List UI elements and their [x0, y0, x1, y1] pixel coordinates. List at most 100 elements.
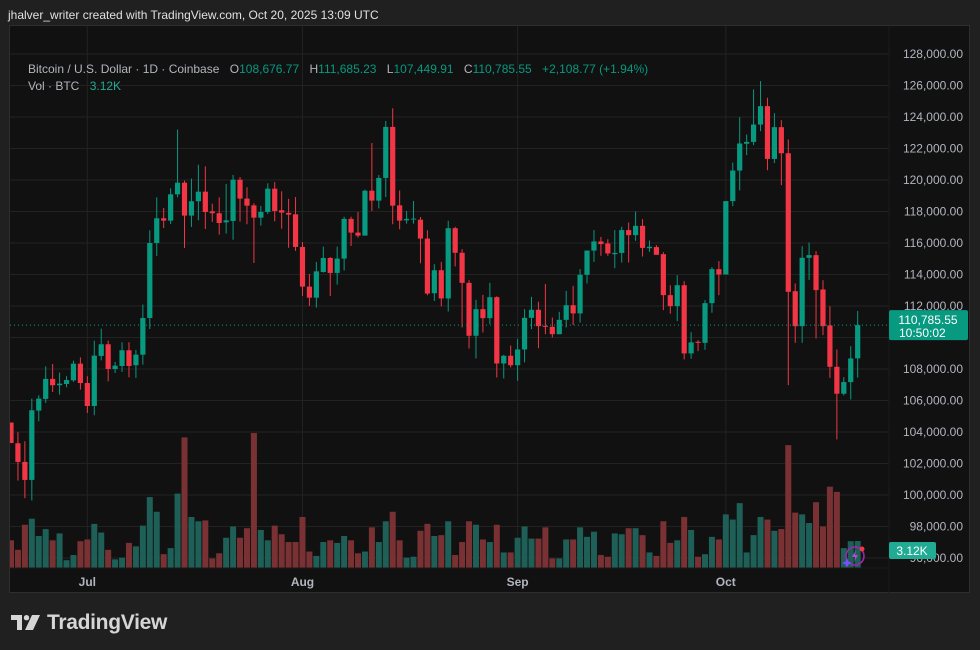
volume-bar [611, 533, 618, 568]
volume-bar [493, 524, 500, 568]
candle [709, 267, 715, 313]
candle [737, 117, 743, 191]
candle-body [133, 354, 139, 366]
candle-body [140, 317, 146, 355]
candle-body [528, 309, 535, 318]
candle [528, 296, 535, 330]
volume-bar [250, 433, 257, 568]
symbol-title[interactable]: Bitcoin / U.S. Dollar · 1D · Coinbase [28, 62, 220, 76]
candle-body [258, 211, 264, 218]
candle-body [577, 274, 583, 314]
volume-label[interactable]: Vol · BTC [28, 79, 80, 93]
candle-body [216, 213, 222, 223]
volume-bar [452, 555, 459, 568]
candle [181, 180, 188, 249]
volume-bar [549, 558, 556, 568]
candle-body [383, 126, 389, 178]
candle-body [813, 255, 819, 291]
volume-bar [63, 560, 70, 568]
volume-bar [403, 557, 410, 568]
price-tick-label: 116,000.00 [904, 236, 963, 250]
candle [480, 294, 486, 333]
volume-bar [153, 511, 160, 568]
candle-body [688, 342, 694, 354]
volume-bar [28, 518, 35, 568]
volume-bar [188, 516, 195, 568]
candle [258, 205, 264, 226]
volume-bar [375, 542, 382, 568]
volume-bar [355, 553, 361, 568]
candle [431, 264, 437, 301]
candle-body [29, 410, 35, 480]
candle [619, 226, 625, 263]
candle-body [473, 309, 479, 336]
candle [792, 283, 798, 343]
candle [230, 174, 236, 240]
bar-countdown: 10:50:02 [899, 326, 946, 340]
candle-body [667, 295, 673, 307]
volume-bar [771, 530, 778, 568]
tradingview-logo[interactable]: TradingView [11, 611, 167, 635]
candle-body [535, 309, 542, 327]
volume-bar [639, 535, 646, 568]
volume-bar [459, 542, 466, 568]
volume-bar [535, 538, 542, 568]
candle [556, 311, 562, 335]
volume-bar [306, 551, 313, 568]
lightning-assistant-icon[interactable] [842, 546, 865, 569]
candle-body [438, 270, 444, 299]
candle [855, 310, 861, 378]
candle-body [771, 127, 777, 159]
volume-bar [77, 541, 84, 568]
volume-bar [125, 542, 132, 568]
volume-bar [813, 502, 820, 568]
chart-frame[interactable]: 128,000.00 126,000.00 124,000.00 122,000.00… [9, 25, 971, 594]
candle-body [43, 378, 49, 399]
volume-bar [514, 537, 521, 568]
candle [279, 191, 285, 229]
candle-body [22, 461, 28, 480]
candle-body [403, 218, 410, 221]
candlestick-chart[interactable]: 128,000.00 126,000.00 124,000.00 122,000.00… [10, 26, 971, 594]
time-tick-label: Sep [507, 575, 529, 589]
volume-bar [521, 526, 528, 568]
candle-body [466, 282, 472, 336]
volume-bar [42, 529, 49, 568]
candle [383, 120, 389, 198]
candle [237, 177, 243, 222]
candle-body [778, 127, 784, 154]
candle-body [799, 257, 805, 327]
candle-body [459, 252, 465, 283]
volume-bar [167, 548, 174, 568]
candle-body [390, 126, 396, 206]
candle [223, 183, 229, 234]
candle [695, 340, 701, 352]
volume-bar [382, 521, 389, 568]
candle [348, 216, 354, 246]
candle [515, 338, 521, 381]
candle-body [10, 422, 14, 444]
candle-body [424, 238, 430, 294]
candle-body [750, 124, 757, 142]
candle [168, 188, 174, 224]
volume-bar [396, 540, 403, 568]
candle [459, 249, 465, 328]
candle-body [56, 383, 63, 386]
volume-bar [688, 529, 695, 568]
volume-bar [174, 493, 181, 568]
candle [549, 317, 555, 338]
candle [660, 252, 666, 311]
candle-body [508, 355, 514, 366]
candle [334, 246, 340, 285]
volume-bar [361, 551, 368, 568]
volume-bar [14, 549, 21, 568]
candle-body [202, 191, 208, 212]
candle [126, 342, 132, 378]
candle [688, 332, 694, 359]
candle-body [355, 232, 361, 236]
candle-body [695, 341, 701, 343]
last-volume-value: 3.12K [896, 544, 927, 558]
candle [147, 230, 153, 329]
volume-bar [389, 511, 396, 568]
icon-circle [845, 546, 865, 566]
